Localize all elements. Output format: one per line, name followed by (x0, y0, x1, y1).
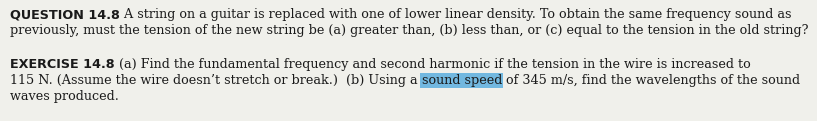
Bar (420, 73, 503, 88)
Text: (a) Find the fundamental frequency and second harmonic if the tension in the wir: (a) Find the fundamental frequency and s… (114, 58, 750, 71)
Text: sound speed: sound speed (422, 74, 502, 87)
Text: QUESTION 14.8: QUESTION 14.8 (10, 8, 120, 21)
Text: A string on a guitar is replaced with one of lower linear density. To obtain the: A string on a guitar is replaced with on… (120, 8, 792, 21)
Text: of 345 m/s, find the wavelengths of the sound: of 345 m/s, find the wavelengths of the … (502, 74, 800, 87)
Text: waves produced.: waves produced. (10, 90, 119, 103)
Text: EXERCISE 14.8: EXERCISE 14.8 (10, 58, 114, 71)
Text: previously, must the tension of the new string be (a) greater than, (b) less tha: previously, must the tension of the new … (10, 24, 809, 37)
Text: 115 N. (Assume the wire doesn’t stretch or break.)  (b) Using a: 115 N. (Assume the wire doesn’t stretch … (10, 74, 422, 87)
